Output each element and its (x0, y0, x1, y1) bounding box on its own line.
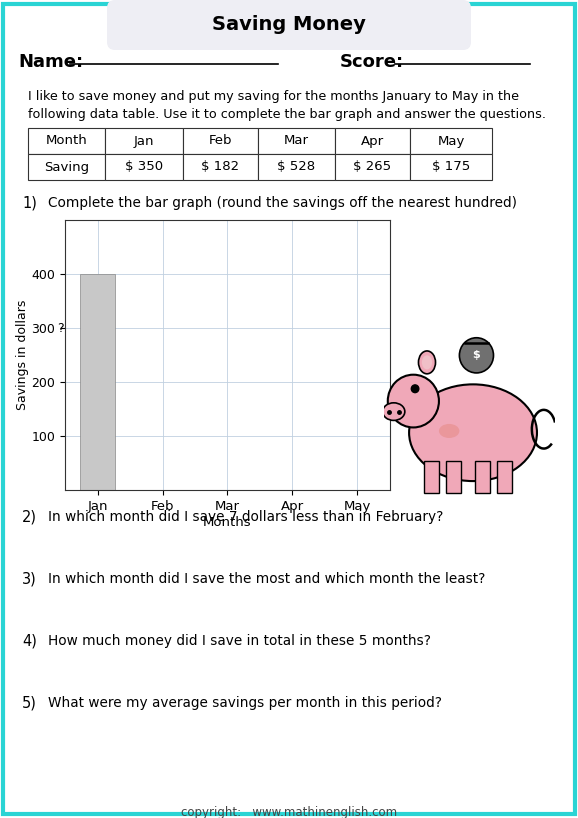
Text: In which month did I save 7 dollars less than in February?: In which month did I save 7 dollars less… (48, 510, 443, 524)
Text: In which month did I save the most and which month the least?: In which month did I save the most and w… (48, 572, 486, 586)
Bar (335, 128, 410, 154)
Y-axis label: Savings in dollars: Savings in dollars (16, 300, 29, 410)
Ellipse shape (422, 355, 432, 370)
Text: Complete the bar graph (round the savings off the nearest hundred): Complete the bar graph (round the saving… (48, 196, 517, 210)
Bar (258, 154, 335, 180)
Text: copyright:   www.mathinenglish.com: copyright: www.mathinenglish.com (181, 806, 397, 818)
Text: Saving Money: Saving Money (212, 16, 366, 34)
Bar (335, 154, 410, 180)
Text: $ 528: $ 528 (277, 160, 316, 173)
Bar (105, 154, 183, 180)
Text: $: $ (473, 350, 480, 361)
Circle shape (460, 338, 494, 373)
Text: Name:: Name: (18, 53, 83, 71)
Bar (28, 128, 105, 154)
Text: ?: ? (57, 321, 64, 335)
Text: Jan: Jan (134, 134, 154, 147)
Text: 3): 3) (22, 572, 37, 587)
Bar (446, 461, 461, 492)
Text: Score:: Score: (340, 53, 404, 71)
Ellipse shape (388, 375, 439, 428)
Ellipse shape (409, 384, 537, 481)
Text: Mar: Mar (284, 134, 309, 147)
FancyBboxPatch shape (107, 0, 471, 50)
Bar (410, 154, 492, 180)
X-axis label: Months: Months (203, 515, 252, 528)
Bar (424, 461, 439, 492)
Bar (410, 128, 492, 154)
Bar (80, 274, 116, 490)
Text: $ 350: $ 350 (125, 160, 163, 173)
Text: 2): 2) (22, 510, 37, 525)
Text: Month: Month (46, 134, 87, 147)
Text: May: May (438, 134, 465, 147)
Bar (475, 461, 490, 492)
Text: $ 182: $ 182 (202, 160, 239, 173)
Bar (497, 461, 512, 492)
Text: $ 265: $ 265 (353, 160, 391, 173)
Ellipse shape (439, 424, 460, 438)
Bar (183, 128, 258, 154)
Circle shape (412, 385, 419, 393)
Bar (183, 154, 258, 180)
Text: following data table. Use it to complete the bar graph and answer the questions.: following data table. Use it to complete… (28, 108, 546, 121)
Text: 5): 5) (22, 696, 37, 711)
Text: 4): 4) (22, 634, 37, 649)
Bar (105, 128, 183, 154)
Text: $ 175: $ 175 (432, 160, 470, 173)
Text: Feb: Feb (209, 134, 232, 147)
Text: How much money did I save in total in these 5 months?: How much money did I save in total in th… (48, 634, 431, 648)
Text: 1): 1) (22, 196, 37, 211)
Bar (28, 154, 105, 180)
Ellipse shape (383, 402, 405, 420)
Ellipse shape (418, 351, 436, 374)
Text: What were my average savings per month in this period?: What were my average savings per month i… (48, 696, 442, 710)
Bar (258, 128, 335, 154)
Text: Apr: Apr (361, 134, 384, 147)
Text: Saving: Saving (44, 160, 89, 173)
Text: I like to save money and put my saving for the months January to May in the: I like to save money and put my saving f… (28, 90, 519, 103)
